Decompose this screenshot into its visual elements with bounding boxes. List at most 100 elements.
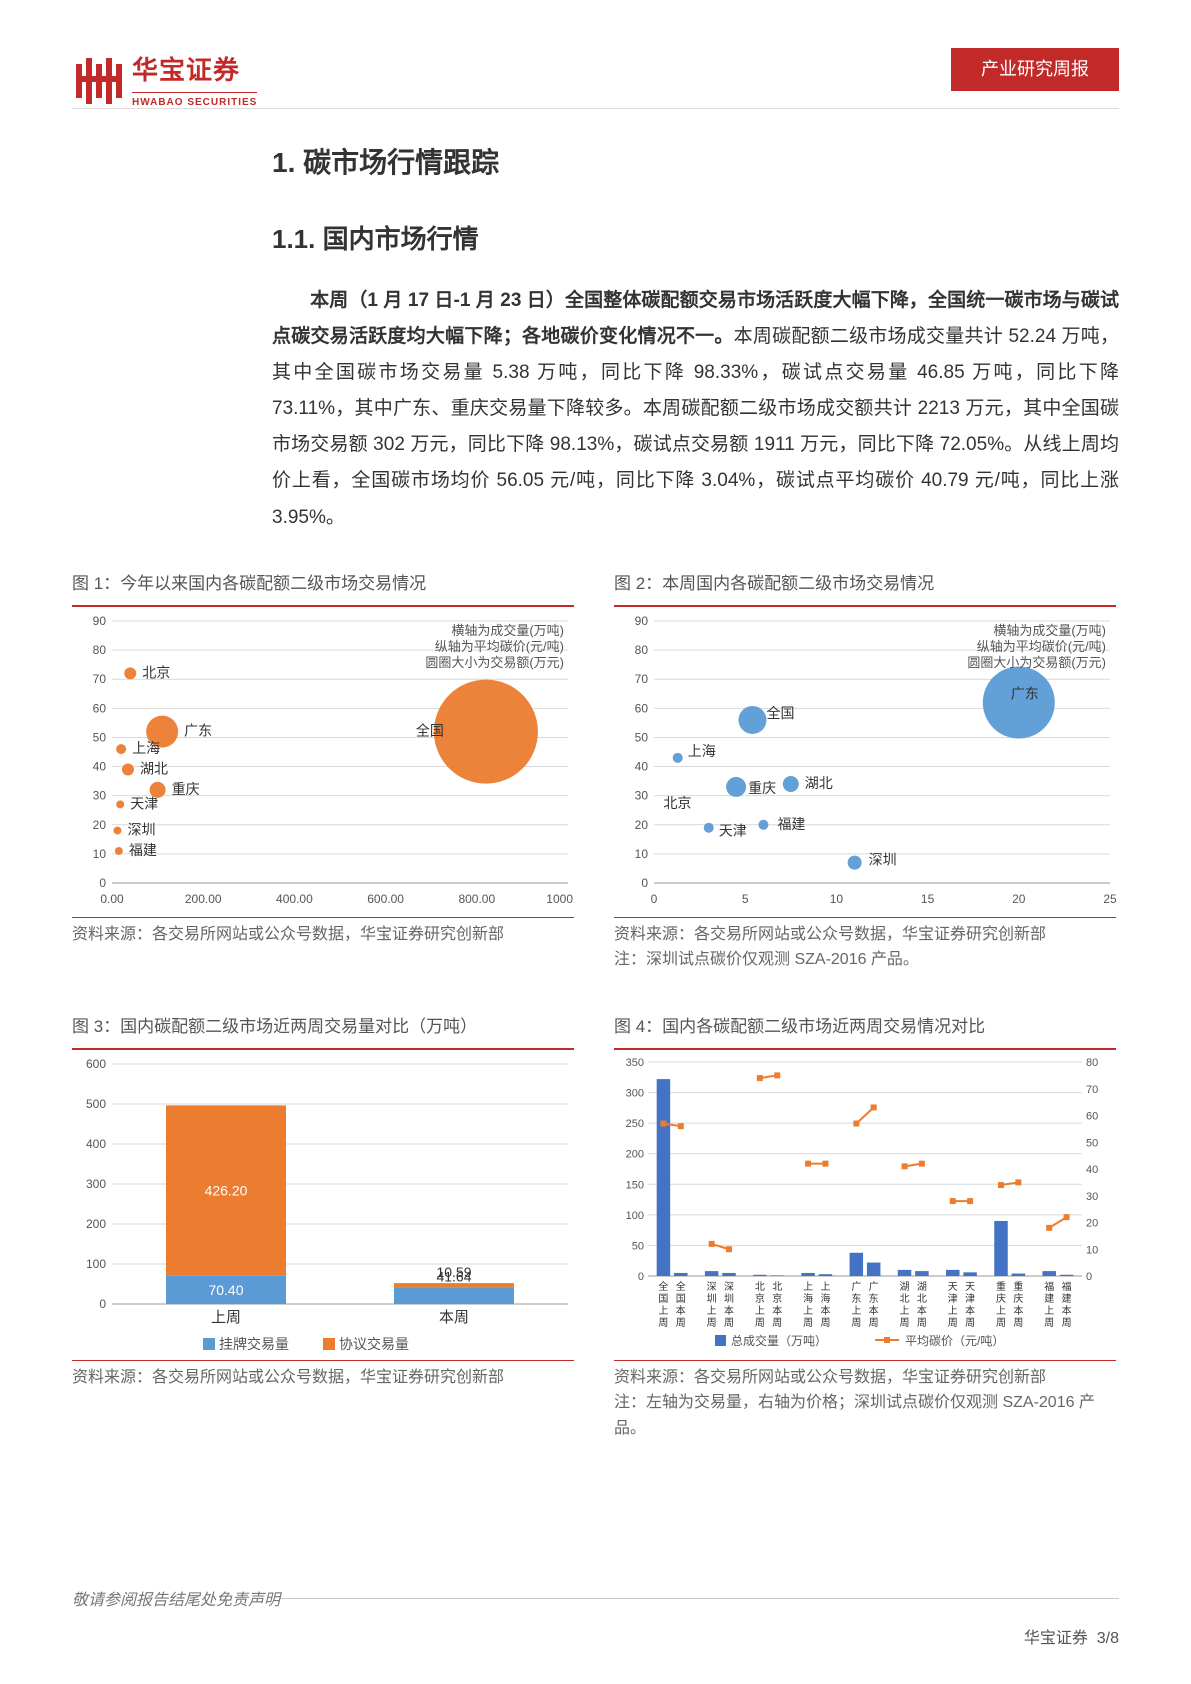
svg-text:周: 周 (707, 1317, 717, 1329)
footer-page: 华宝证券 3/8 (1024, 1625, 1119, 1652)
svg-text:总成交量（万吨）: 总成交量（万吨） (731, 1333, 827, 1348)
svg-text:海: 海 (820, 1292, 830, 1305)
svg-text:全国: 全国 (416, 722, 444, 738)
svg-text:深: 深 (707, 1281, 717, 1293)
svg-text:30: 30 (1086, 1190, 1098, 1202)
svg-text:周: 周 (772, 1317, 782, 1329)
svg-text:周: 周 (948, 1317, 958, 1329)
footer-page-num: 3/8 (1097, 1630, 1119, 1647)
svg-text:周: 周 (1044, 1317, 1054, 1329)
svg-text:深圳: 深圳 (127, 821, 155, 837)
chart-2-title: 图 2：本周国内各碳配额二级市场交易情况 (614, 570, 1116, 607)
svg-text:350: 350 (626, 1057, 644, 1069)
svg-text:上海: 上海 (688, 742, 716, 758)
chart-1: 图 1：今年以来国内各碳配额二级市场交易情况 01020304050607080… (72, 570, 574, 973)
svg-text:广东: 广东 (184, 722, 212, 738)
chart-3-area: 010020030040050060070.40426.20上周41.6410.… (72, 1054, 574, 1354)
svg-text:1000.00: 1000.00 (546, 892, 574, 906)
svg-text:周: 周 (996, 1317, 1006, 1329)
svg-text:600.00: 600.00 (367, 892, 404, 906)
svg-text:上周: 上周 (211, 1309, 241, 1326)
svg-text:建: 建 (1044, 1292, 1054, 1305)
footer-rule (280, 1598, 1119, 1599)
svg-text:全国: 全国 (766, 704, 794, 720)
svg-text:0: 0 (641, 876, 648, 890)
svg-text:200: 200 (626, 1148, 644, 1160)
svg-text:广: 广 (869, 1281, 879, 1293)
svg-text:东: 东 (851, 1292, 861, 1305)
svg-text:国: 国 (676, 1293, 686, 1305)
svg-text:500: 500 (86, 1097, 106, 1111)
svg-text:80: 80 (1086, 1057, 1098, 1069)
svg-text:上: 上 (851, 1305, 861, 1317)
svg-text:重: 重 (996, 1280, 1006, 1293)
chart-1-title: 图 1：今年以来国内各碳配额二级市场交易情况 (72, 570, 574, 607)
chart-4: 图 4：国内各碳配额二级市场近两周交易情况对比 0501001502002503… (614, 1013, 1116, 1442)
svg-text:福: 福 (1062, 1280, 1072, 1293)
svg-text:300: 300 (626, 1087, 644, 1099)
svg-text:本: 本 (724, 1304, 734, 1317)
svg-text:70: 70 (635, 672, 649, 686)
svg-text:上: 上 (755, 1305, 765, 1317)
svg-text:周: 周 (869, 1317, 879, 1329)
svg-text:天津: 天津 (130, 795, 158, 811)
svg-text:海: 海 (803, 1292, 813, 1305)
svg-text:圳: 圳 (724, 1293, 734, 1305)
svg-text:100: 100 (626, 1209, 644, 1221)
svg-text:800.00: 800.00 (458, 892, 495, 906)
svg-text:90: 90 (93, 614, 107, 628)
svg-text:挂牌交易量: 挂牌交易量 (219, 1336, 289, 1352)
svg-text:20: 20 (1086, 1217, 1098, 1229)
svg-text:0: 0 (99, 1297, 106, 1311)
svg-text:300: 300 (86, 1177, 106, 1191)
svg-text:上: 上 (707, 1305, 717, 1317)
svg-text:横轴为成交量(万吨): 横轴为成交量(万吨) (451, 623, 564, 638)
svg-text:60: 60 (1086, 1110, 1098, 1122)
svg-text:40: 40 (93, 759, 107, 773)
chart-2-note: 注：深圳试点碳价仅观测 SZA-2016 产品。 (614, 951, 919, 968)
chart-2-source: 资料来源：各交易所网站或公众号数据，华宝证券研究创新部 注：深圳试点碳价仅观测 … (614, 917, 1116, 973)
chart-2-source-text: 资料来源：各交易所网站或公众号数据，华宝证券研究创新部 (614, 926, 1046, 943)
svg-text:200.00: 200.00 (185, 892, 222, 906)
svg-text:福建: 福建 (777, 815, 805, 831)
svg-text:10.59: 10.59 (436, 1264, 471, 1280)
svg-text:津: 津 (965, 1293, 975, 1305)
svg-text:重庆: 重庆 (748, 779, 776, 795)
svg-text:15: 15 (921, 892, 935, 906)
svg-text:250: 250 (626, 1118, 644, 1130)
svg-text:北京: 北京 (142, 664, 170, 680)
svg-text:庆: 庆 (996, 1292, 1006, 1305)
footer-disclaimer: 敬请参阅报告结尾处免责声明 (72, 1587, 280, 1614)
svg-text:周: 周 (1013, 1317, 1023, 1329)
svg-text:周: 周 (965, 1317, 975, 1329)
svg-text:0: 0 (651, 892, 658, 906)
svg-text:上: 上 (803, 1281, 813, 1293)
svg-text:本: 本 (965, 1304, 975, 1317)
svg-text:全: 全 (658, 1280, 668, 1293)
svg-text:40: 40 (1086, 1164, 1098, 1176)
svg-text:湖北: 湖北 (140, 760, 168, 776)
svg-text:0: 0 (99, 876, 106, 890)
svg-text:本: 本 (1013, 1304, 1023, 1317)
svg-text:广东: 广东 (1011, 685, 1039, 701)
svg-text:10: 10 (93, 846, 107, 860)
chart-2-area: 01020304050607080900510152025全国广东上海重庆湖北北… (614, 611, 1116, 911)
svg-text:京: 京 (772, 1292, 782, 1305)
svg-text:25: 25 (1103, 892, 1116, 906)
svg-text:本周: 本周 (439, 1309, 469, 1326)
svg-text:10: 10 (1086, 1244, 1098, 1256)
svg-text:周: 周 (676, 1317, 686, 1329)
svg-text:30: 30 (93, 788, 107, 802)
svg-text:周: 周 (851, 1317, 861, 1329)
svg-text:上: 上 (996, 1305, 1006, 1317)
svg-text:上: 上 (658, 1305, 668, 1317)
svg-text:福: 福 (1044, 1280, 1054, 1293)
para-rest: 本周碳配额二级市场成交量共计 52.24 万吨，其中全国碳市场交易量 5.38 … (272, 326, 1119, 527)
svg-text:圳: 圳 (707, 1293, 717, 1305)
svg-text:协议交易量: 协议交易量 (339, 1336, 409, 1352)
chart-3: 图 3：国内碳配额二级市场近两周交易量对比（万吨） 01002003004005… (72, 1013, 574, 1442)
svg-text:横轴为成交量(万吨): 横轴为成交量(万吨) (993, 623, 1106, 638)
svg-text:600: 600 (86, 1057, 106, 1071)
footer-company: 华宝证券 (1024, 1630, 1088, 1647)
header-rule (72, 108, 1119, 109)
